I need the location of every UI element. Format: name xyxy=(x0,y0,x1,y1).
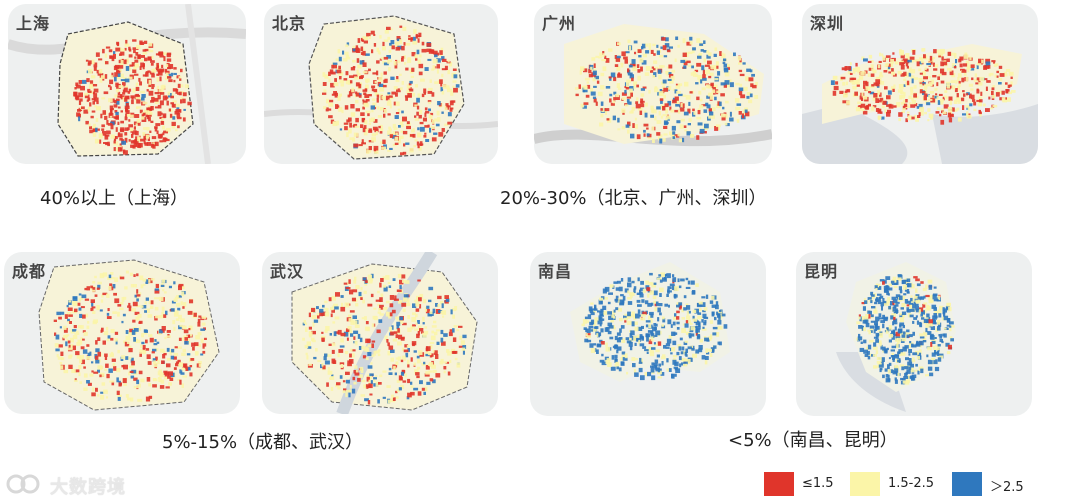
legend-swatch-high xyxy=(952,472,982,496)
map-chengdu: 成都 xyxy=(4,252,240,414)
map-chengdu-graphic xyxy=(38,259,220,411)
map-kunming: 昆明 xyxy=(796,252,1032,416)
legend-label-high: ＞2.5 xyxy=(990,480,1024,495)
legend-swatch-mid xyxy=(850,472,880,496)
map-title-shenzhen: 深圳 xyxy=(810,14,845,33)
caption-group-2: 20%-30%（北京、广州、深圳） xyxy=(500,188,767,209)
map-title-guangzhou: 广州 xyxy=(542,14,577,33)
map-wuhan-graphic xyxy=(291,252,478,414)
legend-swatch-low xyxy=(764,472,794,496)
map-shenzhen: 深圳 xyxy=(802,4,1038,164)
caption-group-3: 5%-15%（成都、武汉） xyxy=(162,432,364,453)
map-title-kunming: 昆明 xyxy=(804,262,839,281)
caption-group-1: 40%以上（上海） xyxy=(40,188,189,209)
map-beijing: 北京 xyxy=(264,4,498,164)
map-title-beijing: 北京 xyxy=(272,14,307,33)
map-nanchang-graphic xyxy=(570,262,730,382)
legend: ≤1.5 1.5-2.5 ＞2.5 xyxy=(764,470,1064,498)
map-title-nanchang: 南昌 xyxy=(538,262,573,281)
map-title-chengdu: 成都 xyxy=(12,262,47,281)
watermark: 大数跨境 xyxy=(6,470,166,498)
map-nanchang: 南昌 xyxy=(530,252,766,416)
map-shanghai: 上海 xyxy=(8,4,246,164)
map-kunming-graphic xyxy=(836,262,956,412)
map-guangzhou: 广州 xyxy=(534,4,772,164)
watermark-text: 大数跨境 xyxy=(50,477,126,498)
map-title-wuhan: 武汉 xyxy=(270,262,305,281)
map-wuhan: 武汉 xyxy=(262,252,498,414)
map-guangzhou-graphic xyxy=(534,24,772,147)
legend-label-low: ≤1.5 xyxy=(802,476,834,491)
brand-logo-icon xyxy=(6,474,40,494)
map-title-shanghai: 上海 xyxy=(16,14,51,33)
legend-label-mid: 1.5-2.5 xyxy=(888,476,935,491)
map-beijing-graphic xyxy=(264,15,498,160)
caption-group-4: <5%（南昌、昆明） xyxy=(728,430,898,451)
map-shanghai-graphic xyxy=(8,4,246,164)
map-shenzhen-graphic xyxy=(802,44,1038,164)
